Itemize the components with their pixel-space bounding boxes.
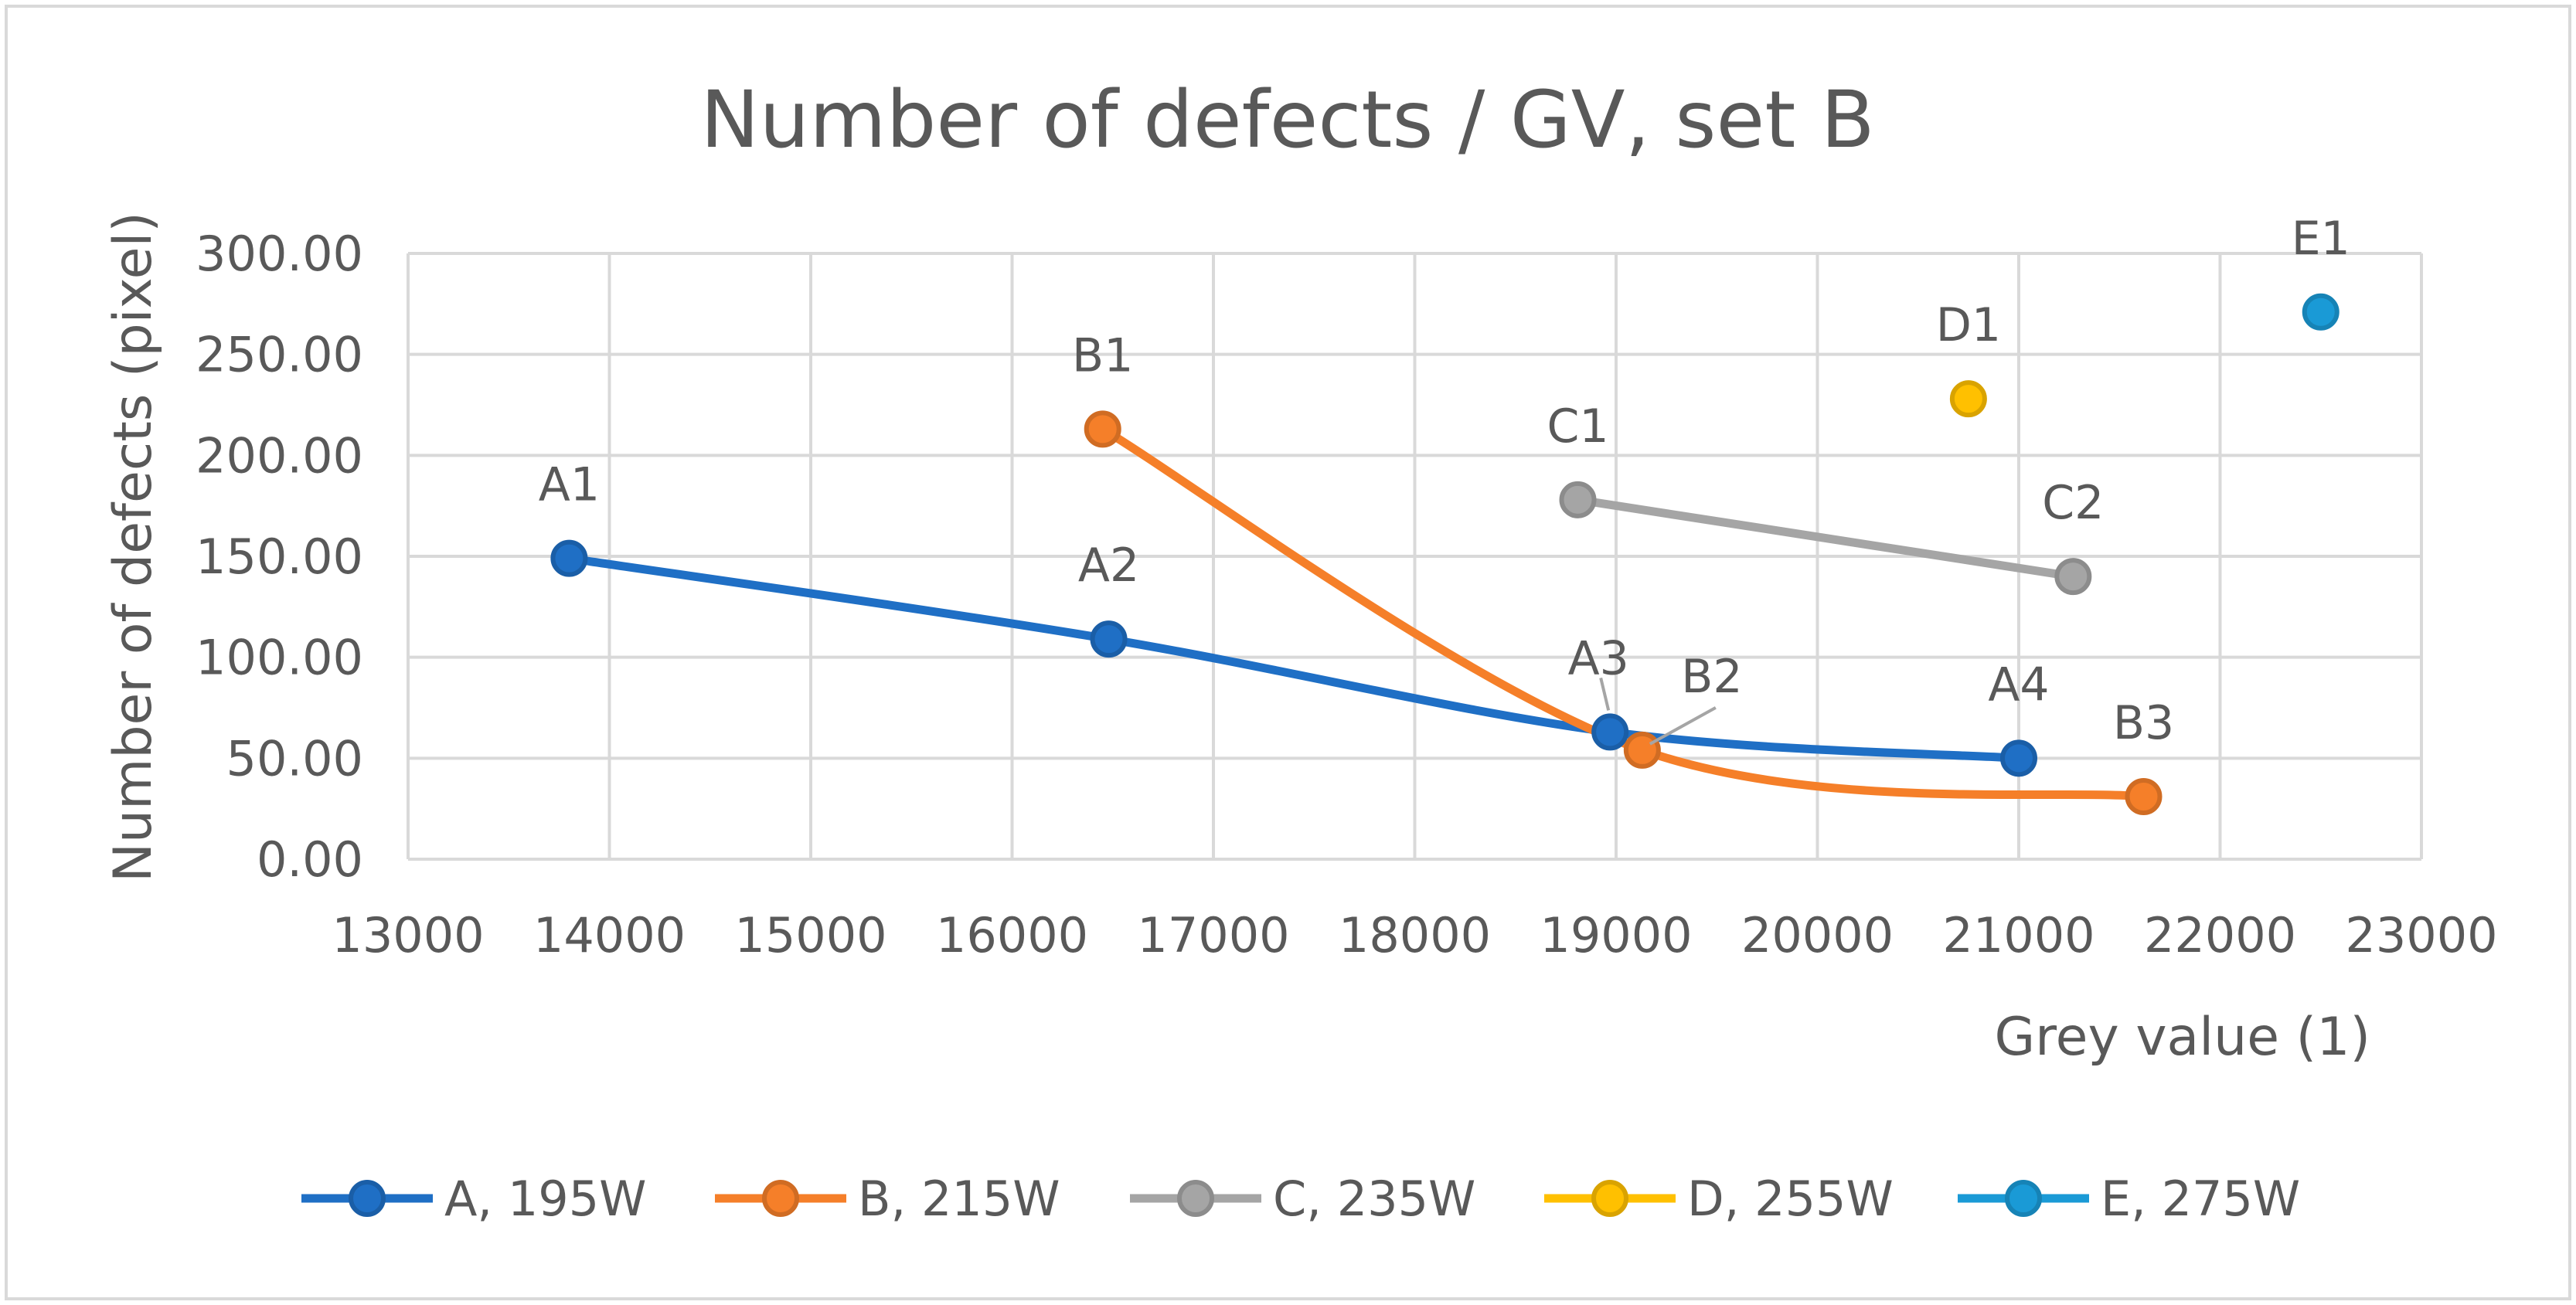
legend-marker-d: [1591, 1180, 1628, 1217]
x-tick-label: 20000: [1741, 907, 1894, 963]
legend-label-a: A, 195W: [444, 1171, 646, 1227]
y-tick-label: 50.00: [226, 730, 364, 787]
data-point-b: [1623, 731, 1661, 769]
data-point-b: [2125, 777, 2163, 815]
point-labels: A1 A2 A3 A4 B1 B2 B3 C1 C2 D1 E1: [539, 212, 2350, 750]
data-point-a: [550, 539, 588, 577]
x-tick-label: 14000: [533, 907, 686, 963]
data-label: C2: [2042, 476, 2104, 530]
data-label: B2: [1681, 650, 1742, 704]
x-axis-title: Grey value (1): [1994, 1007, 2370, 1068]
y-tick-label: 200.00: [196, 427, 363, 484]
x-tick-label: 15000: [734, 907, 886, 963]
y-tick-label: 150.00: [196, 528, 363, 585]
data-label: C1: [1547, 399, 1608, 454]
x-tick-label: 18000: [1339, 907, 1491, 963]
grid-lines: [407, 252, 2423, 861]
data-label: B3: [2113, 696, 2174, 750]
legend-label-e: E, 275W: [2101, 1171, 2300, 1227]
x-tick-label: 22000: [2144, 907, 2296, 963]
label-leader-line: [1649, 706, 1717, 746]
data-label: A1: [539, 458, 600, 512]
data-label: A3: [1568, 631, 1629, 685]
label-leader-line: [1599, 677, 1611, 711]
data-point-e: [2302, 293, 2339, 331]
series-line-c: [1574, 495, 2077, 581]
data-point-b: [1084, 410, 1121, 448]
data-label: E1: [2292, 212, 2350, 266]
legend-marker-a: [349, 1180, 386, 1217]
data-point-a: [1090, 620, 1128, 658]
data-point-c: [2054, 558, 2092, 596]
x-tick-label: 13000: [332, 907, 484, 963]
legend-label-d: D, 255W: [1687, 1171, 1894, 1227]
series-line-a: [564, 554, 2023, 763]
legend-marker-c: [1177, 1180, 1214, 1217]
data-point-c: [1559, 481, 1597, 518]
legend-marker-b: [762, 1180, 799, 1217]
chart-title: Number of defects / GV, set B: [700, 74, 1874, 166]
y-tick-label: 100.00: [196, 630, 363, 686]
data-point-a: [2000, 739, 2037, 777]
x-tick-label: 19000: [1540, 907, 1692, 963]
data-label: B1: [1072, 328, 1133, 382]
y-axis-title: Number of defects (pixel): [103, 212, 164, 882]
y-tick-label: 300.00: [196, 226, 363, 282]
x-axis-ticks: 13000 14000 15000 16000 17000 18000 19000 20000…: [332, 907, 2497, 963]
x-tick-label: 17000: [1137, 907, 1289, 963]
x-tick-label: 23000: [2345, 907, 2497, 963]
y-tick-label: 0.00: [257, 831, 363, 888]
data-label: A2: [1078, 539, 1139, 593]
legend-marker-e: [2005, 1180, 2042, 1217]
data-point-a: [1591, 713, 1629, 751]
legend: A, 195W B, 215W C, 235W D, 255W E, 275W: [301, 1171, 2300, 1227]
x-tick-label: 16000: [936, 907, 1088, 963]
y-axis-ticks: 0.00 50.00 100.00 150.00 200.00 250.00 300.00: [196, 226, 363, 888]
data-point-d: [1949, 380, 1987, 418]
y-tick-label: 250.00: [196, 327, 363, 383]
data-label: D1: [1936, 298, 2001, 352]
chart-border: [5, 5, 2571, 1300]
data-label: A4: [1988, 658, 2049, 712]
x-tick-label: 21000: [1942, 907, 2094, 963]
series-layer: [550, 293, 2339, 815]
legend-label-b: B, 215W: [858, 1171, 1060, 1227]
legend-label-c: C, 235W: [1273, 1171, 1475, 1227]
